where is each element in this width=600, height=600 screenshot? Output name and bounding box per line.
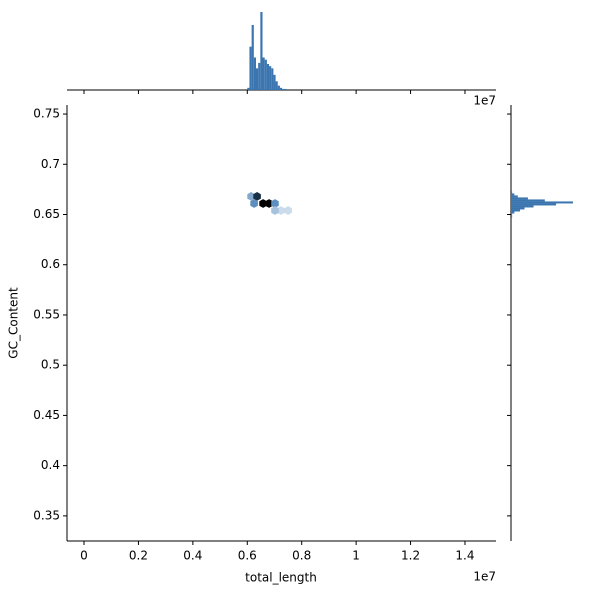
- y-hist-bar: [511, 209, 521, 212]
- hexbin: [271, 206, 279, 215]
- hexbin: [271, 199, 279, 208]
- x-hist-bar: [260, 12, 263, 90]
- x-tick-label: 0.8: [292, 549, 311, 563]
- x-hist-bar: [279, 87, 283, 90]
- hexbin: [247, 192, 255, 201]
- x-offset-text: 1e7: [473, 570, 496, 584]
- x-axis-label: total_length: [245, 571, 317, 585]
- x-hist-bar: [253, 57, 256, 90]
- hexbin: [284, 206, 292, 215]
- x-tick-label: 0.6: [238, 549, 257, 563]
- y-hist-bar: [511, 211, 515, 214]
- y-hist-bar: [511, 213, 513, 216]
- y-hist-bar: [511, 205, 534, 208]
- x-tick-label: 0.4: [183, 549, 202, 563]
- x-hist-bar: [284, 88, 287, 90]
- hexbin: [250, 199, 258, 208]
- x-hist-bar: [282, 88, 285, 90]
- y-hist-bar: [511, 199, 545, 202]
- x-hist-bar: [273, 74, 276, 90]
- x-offset-text: 1e7: [473, 94, 496, 108]
- y-axis-label: GC_Content: [7, 287, 21, 359]
- y-hist-bar: [511, 203, 557, 206]
- y-tick-label: 0.4: [41, 458, 60, 472]
- x-hist-bar: [247, 87, 250, 90]
- x-hist-bar: [264, 59, 267, 90]
- x-tick-label: 1.4: [455, 549, 474, 563]
- y-hist-bar: [511, 191, 513, 194]
- x-tick-label: 0.2: [129, 549, 148, 563]
- hexbin: [277, 206, 285, 215]
- x-hist-bar: [251, 25, 254, 90]
- x-hist-bar: [249, 46, 252, 90]
- x-hist-bar: [255, 68, 259, 90]
- x-tick-label: 0: [80, 549, 88, 563]
- hexbin: [253, 192, 261, 201]
- y-tick-label: 0.65: [33, 207, 60, 221]
- y-hist-bar: [511, 195, 518, 198]
- x-hist-bar: [275, 81, 278, 90]
- x-hist-bar: [266, 64, 270, 90]
- x-hist-bar: [258, 62, 261, 90]
- x-hist-bar: [271, 68, 274, 90]
- y-hist-bar: [511, 207, 525, 210]
- hexbin: [265, 199, 273, 208]
- y-hist-bar: [511, 215, 513, 218]
- y-hist-bar: [511, 193, 515, 196]
- y-hist-bar: [511, 197, 528, 200]
- y-tick-label: 0.75: [33, 107, 60, 121]
- x-hist-bar: [262, 57, 265, 90]
- x-hist-bar: [277, 85, 280, 90]
- y-tick-label: 0.5: [41, 358, 60, 372]
- x-tick-label: 1.2: [401, 549, 420, 563]
- y-hist-bar: [511, 201, 573, 204]
- y-tick-label: 0.6: [41, 257, 60, 271]
- y-tick-label: 0.45: [33, 408, 60, 422]
- y-tick-label: 0.7: [41, 157, 60, 171]
- y-tick-label: 0.35: [33, 508, 60, 522]
- x-tick-label: 1: [352, 549, 360, 563]
- y-tick-label: 0.55: [33, 307, 60, 321]
- hexbin: [259, 199, 267, 208]
- x-hist-bar: [269, 66, 272, 90]
